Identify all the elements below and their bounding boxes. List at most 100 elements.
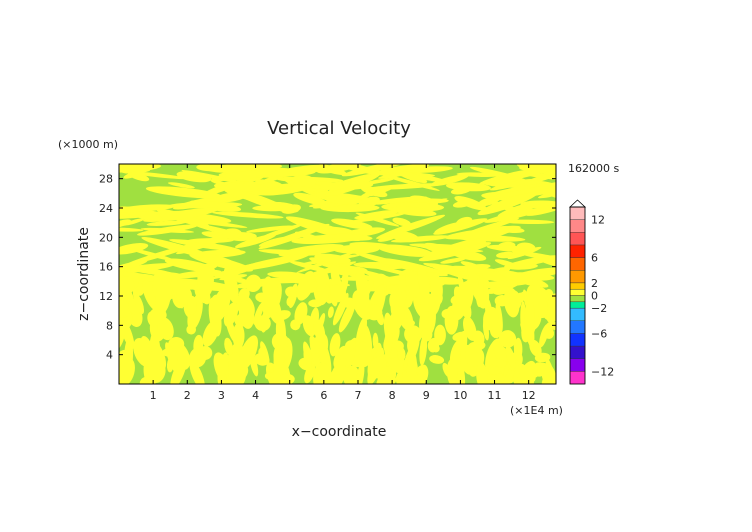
field-blob [119,206,161,214]
x-tick-label: 4 [252,389,259,402]
colorbar-level [569,232,586,246]
field-cell [275,314,286,350]
field-cell [441,308,454,319]
y-tick-label: 12 [99,290,113,303]
field-cell [420,328,433,342]
field-cell [493,286,511,295]
field-cell [278,373,295,384]
field-cell [223,266,239,304]
field-blob [477,191,538,216]
field-blob [322,185,362,197]
field-blob [119,227,144,232]
field-blob [167,182,195,189]
chart-title: Vertical Velocity [267,118,411,139]
x-tick-label: 12 [522,389,536,402]
field-cell [186,324,197,335]
field-cell [327,306,334,318]
field-cell [490,358,507,368]
field-cell [225,315,237,343]
field-cell [524,298,535,334]
field-blob [504,262,538,270]
field-blob [514,250,556,266]
colorbar-tick-label: 6 [591,252,598,265]
y-unit-label: (×1000 m) [58,138,118,151]
field-cell [228,360,246,384]
field-blob [462,268,518,283]
field-cell [309,335,319,354]
field-blob [258,236,290,247]
field-blob [430,174,469,187]
field-cell [384,327,393,361]
colorbar-tick-label: 2 [591,277,598,290]
field-cell [134,293,145,314]
field-cell [429,355,445,364]
field-cell [273,344,285,369]
field-cell [505,345,516,369]
colorbar-extend-arrow [568,199,587,208]
colorbar-tick-label: 0 [591,290,598,303]
y-tick-label: 20 [99,231,113,244]
field-blob [418,246,476,262]
field-blob [235,254,309,272]
field-blob [450,186,472,195]
field-cell [494,295,510,307]
x-axis-ticks: 1 2 3 4 5 6 7 8 9 10 11 12 [150,164,536,402]
field-cell [286,296,294,307]
field-cell [119,299,131,318]
x-tick-label: 8 [389,389,396,402]
field-blob [392,217,411,227]
field-blob [507,164,556,180]
field-cell [363,274,375,301]
field-blob [258,223,305,240]
field-cell [534,352,551,363]
field-blob [516,242,536,252]
field-cell [133,337,153,367]
field-cell [193,334,204,356]
field-cell [532,343,539,356]
field-cell [476,282,484,308]
field-cell [387,306,405,334]
field-blob [246,225,294,233]
field-blob [293,192,328,206]
velocity-field [119,164,556,384]
colorbar-level [569,345,586,359]
field-cell [238,335,259,371]
colorbar-level [569,333,586,347]
colorbar-tick-label: −12 [591,365,614,378]
field-cell [407,334,418,354]
field-cell [419,334,428,366]
field-blob [146,220,188,226]
field-cell [483,306,499,331]
field-cell [139,376,154,384]
field-cell [329,333,341,357]
colorbar-tick-label: −2 [591,302,607,315]
field-cell [354,341,372,368]
field-blob [212,211,284,219]
x-tick-label: 2 [184,389,191,402]
field-blob [352,251,420,272]
field-blob [465,225,521,239]
field-blob [318,181,374,191]
x-unit-label: (×1E4 m) [510,404,563,417]
field-cell [453,330,468,369]
field-cell [539,324,549,348]
field-cell [254,353,270,366]
field-blob [119,260,148,274]
x-tick-label: 3 [218,389,225,402]
field-cell [211,286,231,323]
field-blob [367,183,443,190]
field-blob [355,212,400,227]
field-blob [257,185,309,196]
field-blob [119,219,131,229]
colorbar-level [569,301,586,309]
field-blob [387,230,420,243]
colorbar-level [569,257,586,271]
field-cell [513,337,523,362]
y-tick-label: 28 [99,173,113,186]
colorbar-level [569,295,586,303]
field-cell [176,286,193,305]
field-cell [303,350,312,368]
field-blob [140,227,195,233]
x-tick-label: 10 [453,389,467,402]
field-blob [196,201,242,212]
